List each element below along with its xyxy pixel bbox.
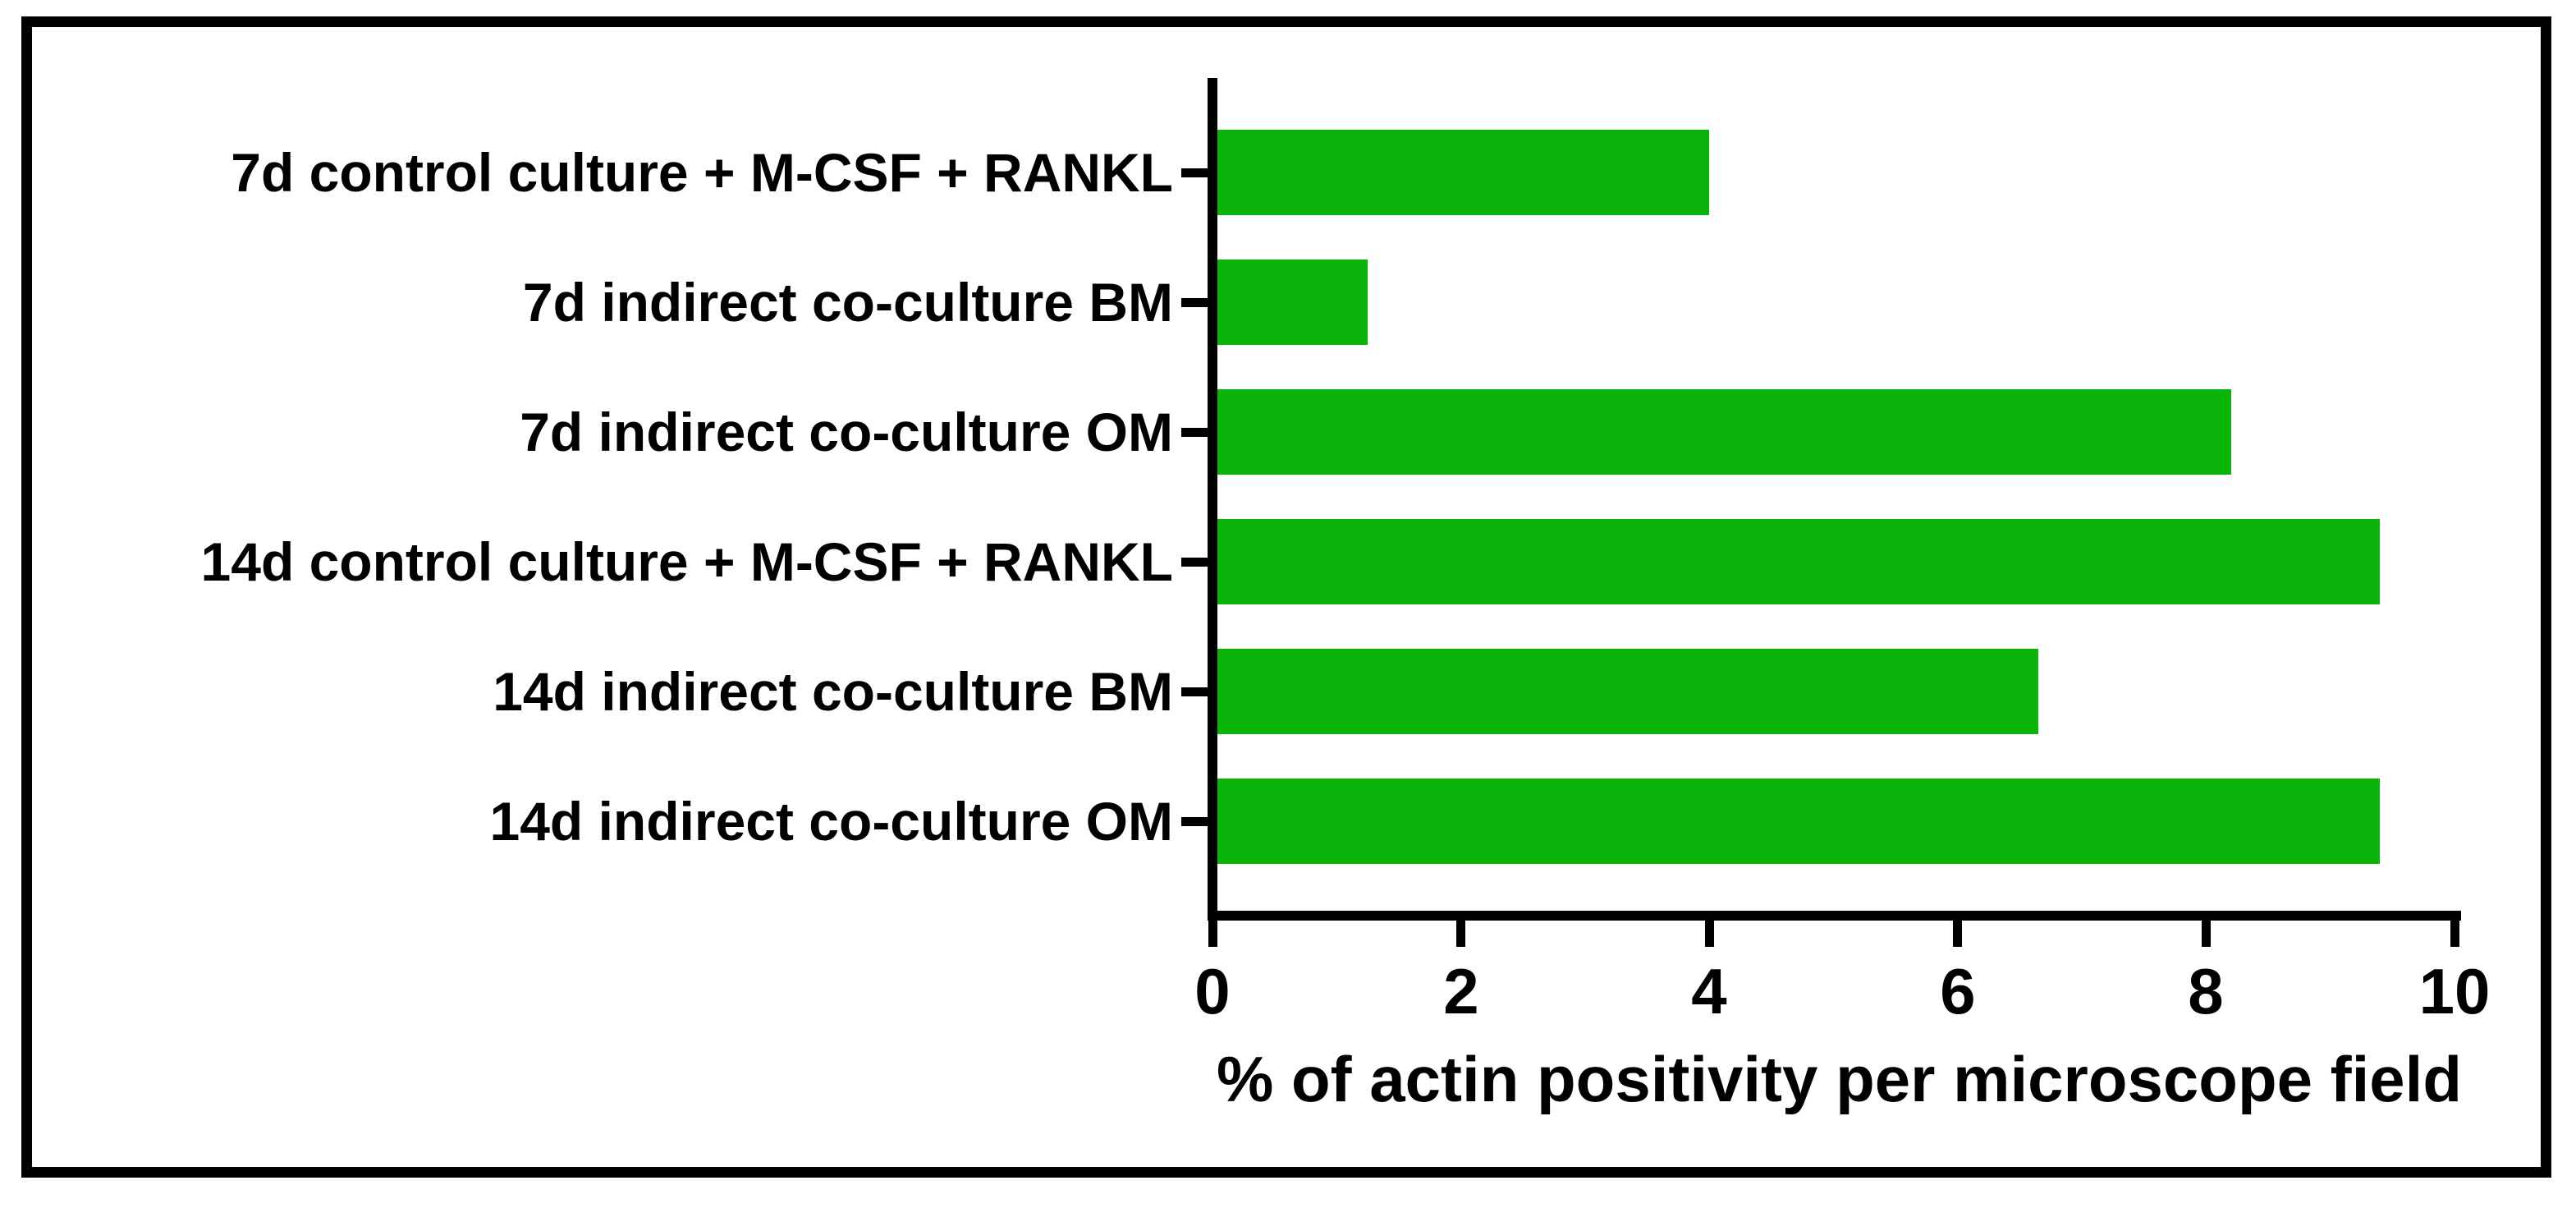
bar: [1217, 519, 2380, 604]
category-label: 14d indirect co-culture OM: [489, 791, 1173, 852]
y-axis-tick: [1181, 817, 1208, 826]
y-axis-tick: [1181, 298, 1208, 307]
x-axis-tick-label: 8: [2188, 955, 2224, 1027]
category-label: 7d control culture + M-CSF + RANKL: [231, 142, 1173, 203]
bar: [1217, 389, 2231, 475]
x-axis-tick: [1456, 921, 1465, 947]
x-axis-tick-label: 0: [1194, 955, 1231, 1027]
category-label: 7d indirect co-culture OM: [520, 402, 1173, 462]
y-axis-line: [1208, 78, 1217, 921]
x-axis-tick: [2202, 921, 2211, 947]
x-axis-tick-label: 2: [1443, 955, 1479, 1027]
category-label: 7d indirect co-culture BM: [522, 272, 1173, 333]
x-axis-tick: [1208, 921, 1217, 947]
category-label: 14d indirect co-culture BM: [493, 661, 1173, 722]
y-axis-tick: [1181, 428, 1208, 437]
y-axis-tick: [1181, 687, 1208, 696]
bar: [1217, 779, 2380, 864]
x-axis-tick: [1953, 921, 1962, 947]
x-axis-tick-label: 6: [1940, 955, 1976, 1027]
bar: [1217, 260, 1368, 345]
category-label: 14d control culture + M-CSF + RANKL: [200, 531, 1173, 592]
x-axis-tick: [2450, 921, 2459, 947]
x-axis-tick-label: 4: [1691, 955, 1727, 1027]
x-axis-title: % of actin positivity per microscope fie…: [1216, 1043, 2462, 1115]
y-axis-tick: [1181, 168, 1208, 177]
bar: [1217, 130, 1709, 215]
x-axis-tick-label: 10: [2418, 955, 2491, 1027]
x-axis-tick: [1705, 921, 1714, 947]
bar: [1217, 649, 2038, 734]
y-axis-tick: [1181, 558, 1208, 567]
x-axis-line: [1208, 911, 2461, 921]
